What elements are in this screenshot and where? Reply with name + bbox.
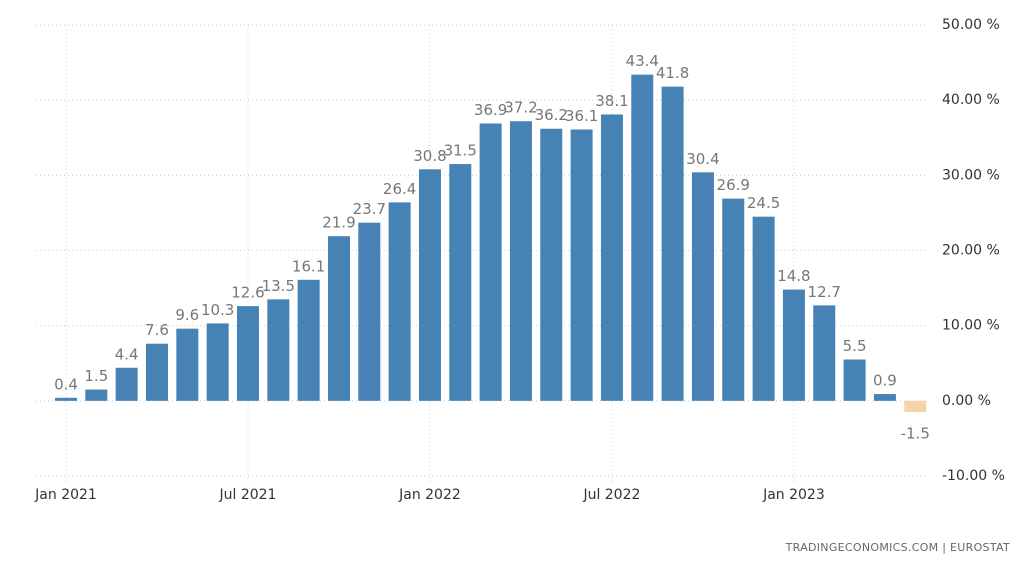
bar xyxy=(206,323,229,401)
y-tick-label: -10.00 % xyxy=(942,468,1005,484)
bar xyxy=(661,86,684,401)
bar xyxy=(85,389,108,401)
value-label: 14.8 xyxy=(777,267,810,285)
value-label: 36.2 xyxy=(535,106,568,124)
bar xyxy=(297,279,320,401)
value-label: 37.2 xyxy=(504,99,537,117)
bar xyxy=(449,164,472,401)
value-label: 21.9 xyxy=(322,214,355,232)
bar xyxy=(904,400,927,413)
bar xyxy=(722,198,745,401)
x-tick-label: Jul 2021 xyxy=(218,487,276,503)
value-label: 30.8 xyxy=(413,147,446,165)
x-tick-label: Jan 2022 xyxy=(398,487,461,503)
value-label: 36.1 xyxy=(565,107,598,125)
y-tick-label: 0.00 % xyxy=(942,393,991,409)
value-label: 12.6 xyxy=(231,284,264,302)
bar xyxy=(145,343,168,401)
value-label: 0.9 xyxy=(873,372,897,390)
y-tick-label: 50.00 % xyxy=(942,17,1000,33)
value-label: 10.3 xyxy=(201,301,234,319)
bar xyxy=(813,305,836,401)
value-label: 7.6 xyxy=(145,321,169,339)
value-label: 41.8 xyxy=(656,64,689,82)
bar xyxy=(479,123,502,401)
x-tick-label: Jan 2023 xyxy=(762,487,825,503)
bar xyxy=(873,394,896,401)
bar xyxy=(600,114,623,401)
bar xyxy=(782,289,805,401)
bar xyxy=(267,299,290,401)
bar xyxy=(55,397,77,401)
bar xyxy=(115,367,138,401)
value-label: 13.5 xyxy=(262,277,295,295)
value-label: 31.5 xyxy=(444,142,477,160)
value-label: 26.4 xyxy=(383,180,416,198)
value-label: 1.5 xyxy=(84,367,108,385)
x-tick-label: Jul 2022 xyxy=(582,487,640,503)
bar xyxy=(691,172,714,401)
value-label: 12.7 xyxy=(808,283,841,301)
y-tick-label: 10.00 % xyxy=(942,318,1000,334)
value-label: 9.6 xyxy=(175,306,199,324)
bar xyxy=(631,74,654,401)
value-label: 23.7 xyxy=(353,200,386,218)
bar xyxy=(843,359,866,401)
bar xyxy=(752,216,775,401)
bar xyxy=(418,169,441,401)
value-label: 36.9 xyxy=(474,101,507,119)
value-label: 4.4 xyxy=(115,345,139,363)
bar xyxy=(176,328,199,401)
bar xyxy=(540,128,563,401)
x-tick-label: Jan 2021 xyxy=(34,487,97,503)
source: TRADINGECONOMICS.COM | EUROSTAT xyxy=(785,541,1010,554)
value-label: 38.1 xyxy=(595,92,628,110)
bar xyxy=(327,236,350,401)
bar xyxy=(570,129,593,401)
bar xyxy=(509,121,532,401)
value-label: 16.1 xyxy=(292,257,325,275)
value-label: 5.5 xyxy=(843,337,867,355)
y-tick-label: 20.00 % xyxy=(942,243,1000,259)
value-label: 24.5 xyxy=(747,194,780,212)
value-label: 0.4 xyxy=(54,375,78,393)
value-label: 26.9 xyxy=(717,176,750,194)
value-label: -1.5 xyxy=(901,425,930,443)
value-label: 30.4 xyxy=(686,150,719,168)
bar xyxy=(388,202,411,401)
y-tick-label: 30.00 % xyxy=(942,167,1000,183)
value-label: 43.4 xyxy=(626,52,659,70)
bar xyxy=(236,306,259,401)
y-tick-label: 40.00 % xyxy=(942,92,1000,108)
bar xyxy=(358,222,381,401)
